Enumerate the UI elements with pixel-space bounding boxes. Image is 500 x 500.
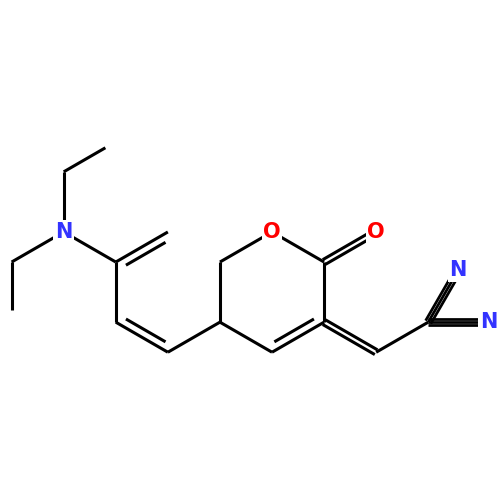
- Text: N: N: [55, 222, 72, 242]
- Text: O: O: [263, 222, 281, 242]
- Text: N: N: [450, 260, 467, 280]
- Text: O: O: [368, 222, 385, 242]
- Text: N: N: [480, 312, 497, 332]
